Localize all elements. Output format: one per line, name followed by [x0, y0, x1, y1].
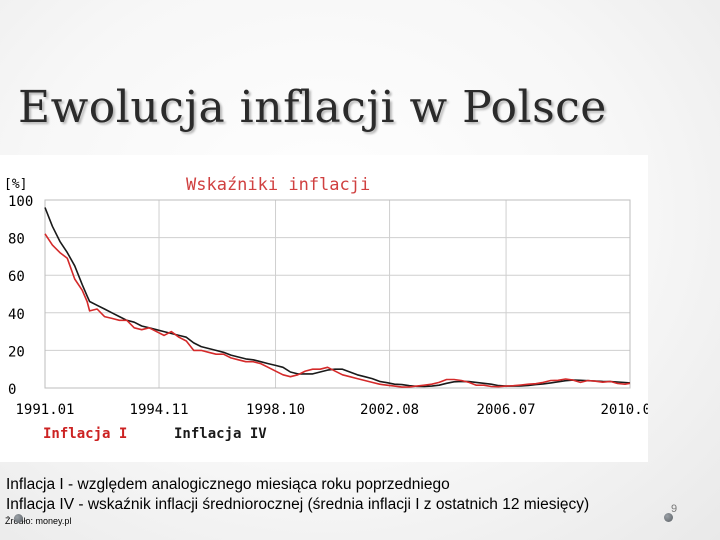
y-tick-label-100: 100 — [8, 194, 33, 210]
grid-layer — [44, 199, 631, 389]
x-tick-label-4: 2006.07 — [477, 402, 536, 418]
slide-title: Ewolucja inflacji w Polsce — [18, 82, 607, 133]
series-layer — [44, 207, 631, 388]
x-tick-labels: 1991.01 1994.11 1998.10 2002.08 2006.07 2010.… — [15, 402, 648, 418]
y-tick-label-40: 40 — [8, 307, 25, 323]
inflation-chart: [%] Wskaźniki inflacji 0 20 40 60 80 100 1991… — [0, 155, 648, 462]
legend-entry-inflacja-iv: Inflacja IV — [174, 426, 267, 442]
chart-title: Wskaźniki inflacji — [186, 175, 370, 195]
caption-line-inflacja-4: Inflacja IV - wskaźnik inflacji średnior… — [6, 496, 590, 513]
chart-background — [0, 155, 648, 462]
caption: Inflacja I - względem analogicznego mies… — [6, 475, 711, 515]
y-tick-label-20: 20 — [8, 344, 25, 360]
y-tick-label-0: 0 — [8, 382, 16, 398]
x-tick-label-1: 1994.11 — [130, 402, 189, 418]
legend-entry-inflacja-i: Inflacja I — [43, 426, 127, 442]
y-tick-label-80: 80 — [8, 232, 25, 248]
x-tick-label-5: 2010.09 — [600, 402, 648, 418]
x-tick-label-3: 2002.08 — [360, 402, 419, 418]
chart-image: [%] Wskaźniki inflacji 0 20 40 60 80 100 1991… — [0, 155, 648, 462]
decorative-dot-right — [664, 513, 673, 522]
plot-frame — [44, 199, 631, 389]
source-note: Źródło: money.pl — [5, 516, 72, 526]
decorative-dot-left — [14, 514, 23, 523]
x-tick-label-2: 1998.10 — [246, 402, 305, 418]
series-line-inflacja-i — [44, 233, 631, 388]
y-axis-label: [%] — [4, 177, 27, 192]
y-tick-label-60: 60 — [8, 269, 25, 285]
x-tick-label-0: 1991.01 — [15, 402, 74, 418]
y-tick-labels: 0 20 40 60 80 100 — [8, 194, 33, 398]
page-number: 9 — [671, 503, 678, 515]
series-line-inflacja-iv — [44, 207, 631, 388]
caption-line-inflacja-1: Inflacja I - względem analogicznego mies… — [6, 476, 450, 493]
legend: Inflacja I Inflacja IV — [43, 426, 267, 442]
